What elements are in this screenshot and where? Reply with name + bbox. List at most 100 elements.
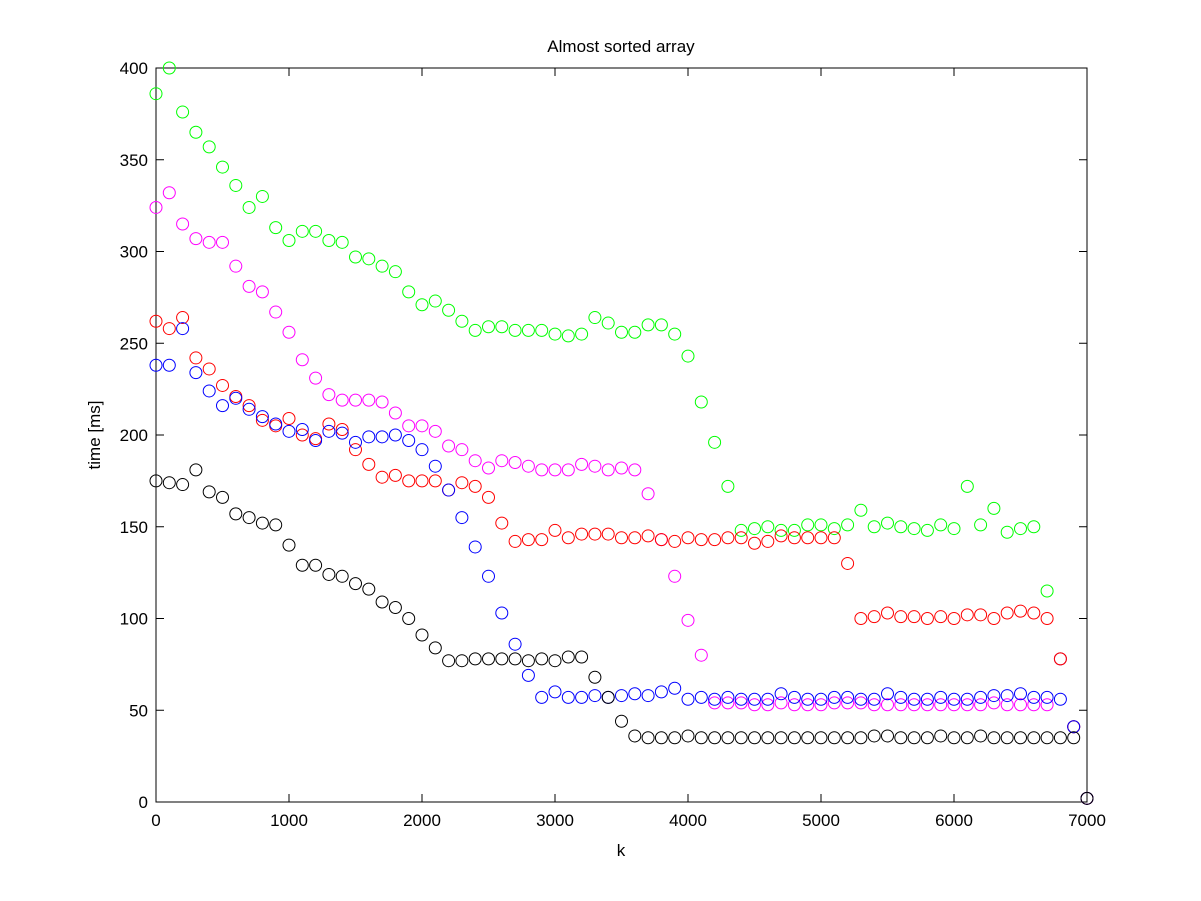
data-point	[814, 692, 828, 706]
data-point	[229, 178, 243, 192]
data-point	[894, 520, 908, 534]
data-point	[934, 518, 948, 532]
data-point	[668, 534, 682, 548]
data-point	[162, 61, 176, 75]
data-point	[322, 233, 336, 247]
data-point	[854, 503, 868, 517]
data-point	[734, 523, 748, 537]
plot-area: 0 1000 2000 3000 4000 5000 6000 7000 0 50 100 150 2…	[120, 59, 1106, 830]
data-point	[721, 696, 735, 710]
data-point	[415, 474, 429, 488]
data-point	[960, 731, 974, 745]
data-point	[907, 731, 921, 745]
data-point	[482, 490, 495, 504]
data-point	[548, 463, 562, 477]
y-axis-label: time [ms]	[85, 401, 104, 470]
data-point	[801, 518, 815, 532]
x-tick-label: 3000	[536, 811, 574, 830]
data-point	[295, 423, 309, 436]
data-point	[335, 393, 349, 407]
data-point	[495, 320, 509, 334]
data-point	[322, 567, 336, 581]
data-point	[255, 410, 269, 424]
data-point	[987, 731, 1001, 745]
x-axis-label: k	[617, 841, 626, 860]
data-point	[149, 358, 163, 372]
data-point	[867, 729, 881, 743]
data-point	[482, 461, 495, 475]
data-point	[428, 294, 442, 308]
data-point	[654, 685, 668, 699]
data-point	[694, 731, 708, 745]
data-point	[774, 696, 788, 710]
data-point	[934, 729, 948, 743]
data-point	[987, 612, 1001, 625]
data-point	[681, 729, 695, 743]
data-point	[854, 692, 868, 706]
data-point	[149, 314, 163, 328]
data-point	[748, 692, 761, 706]
data-point	[561, 531, 575, 545]
data-point	[242, 399, 256, 413]
data-point	[881, 606, 894, 620]
data-point	[269, 518, 283, 532]
data-point	[521, 533, 535, 547]
data-point	[362, 457, 376, 471]
data-point	[601, 527, 615, 541]
data-point	[468, 479, 482, 493]
data-point	[402, 419, 416, 433]
data-point	[242, 402, 256, 416]
data-point	[335, 426, 349, 440]
data-point	[482, 320, 495, 334]
data-point	[654, 533, 668, 547]
y-tick-label: 300	[120, 243, 148, 262]
data-point	[668, 327, 682, 341]
data-point	[162, 358, 176, 372]
data-point	[415, 298, 429, 312]
data-point	[628, 729, 642, 743]
data-point	[867, 610, 881, 624]
data-point	[535, 652, 549, 666]
data-point	[216, 235, 229, 249]
x-tick-label: 4000	[669, 811, 707, 830]
data-point	[734, 731, 748, 745]
data-point	[628, 463, 642, 477]
y-axis-ticks: 0 50 100 150 200 250 300 350 400	[120, 59, 1087, 812]
data-point	[934, 690, 948, 704]
data-point	[282, 411, 296, 425]
data-point	[309, 224, 323, 238]
data-point	[415, 628, 429, 642]
data-point	[229, 507, 243, 521]
data-point	[1014, 731, 1027, 745]
data-point	[309, 371, 323, 385]
data-point	[322, 388, 336, 402]
data-point	[349, 577, 362, 591]
data-point	[748, 522, 761, 536]
data-point	[1040, 698, 1054, 712]
data-point	[362, 252, 376, 266]
data-point	[202, 384, 216, 398]
data-point	[588, 670, 602, 684]
data-point	[216, 399, 229, 413]
data-point	[814, 698, 828, 712]
data-point	[761, 534, 775, 548]
data-point	[388, 468, 402, 482]
data-point	[668, 569, 682, 583]
data-point	[575, 690, 589, 704]
data-point	[881, 687, 894, 701]
data-point	[202, 485, 216, 499]
data-point	[402, 474, 416, 488]
data-point	[1067, 731, 1081, 745]
data-point	[681, 613, 695, 627]
data-point	[255, 189, 269, 203]
data-point	[920, 692, 934, 706]
data-point	[987, 689, 1001, 703]
data-point	[255, 413, 269, 427]
data-point	[748, 731, 761, 745]
data-point	[508, 534, 522, 548]
data-point	[415, 419, 429, 433]
data-point	[947, 522, 961, 536]
data-point	[974, 698, 988, 712]
data-point	[654, 318, 668, 332]
